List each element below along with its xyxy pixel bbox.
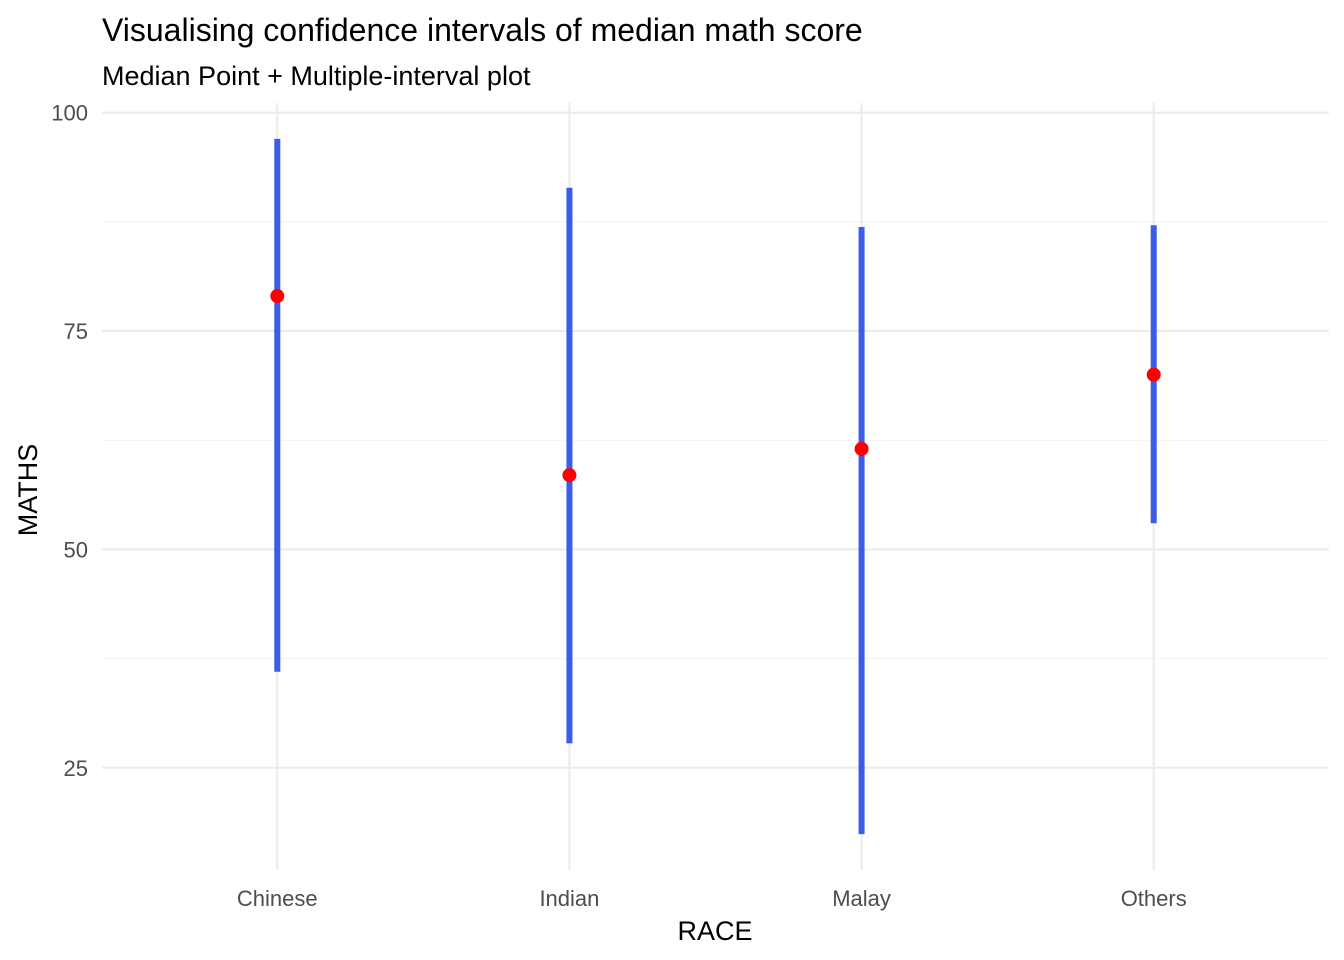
x-axis-ticks: Chinese Indian Malay Others [237, 886, 1187, 911]
y-tick-label: 75 [64, 319, 88, 344]
y-tick-label: 50 [64, 537, 88, 562]
x-tick-label: Malay [832, 886, 891, 911]
median-point-others [1146, 367, 1161, 382]
median-point-indian [562, 468, 577, 483]
intervals [270, 138, 1161, 835]
median-point-chinese [270, 289, 285, 304]
chart-title: Visualising confidence intervals of medi… [102, 12, 863, 48]
x-tick-label: Others [1121, 886, 1187, 911]
x-tick-label: Indian [539, 886, 599, 911]
x-tick-label: Chinese [237, 886, 318, 911]
y-tick-label: 25 [64, 756, 88, 781]
x-axis-label: RACE [677, 916, 752, 946]
chart-subtitle: Median Point + Multiple-interval plot [102, 61, 531, 91]
y-tick-label: 100 [51, 101, 88, 126]
y-axis-label: MATHS [13, 444, 43, 537]
gridlines [102, 103, 1329, 870]
median-point-malay [854, 441, 869, 456]
y-axis-ticks: 25 50 75 100 [51, 101, 88, 781]
